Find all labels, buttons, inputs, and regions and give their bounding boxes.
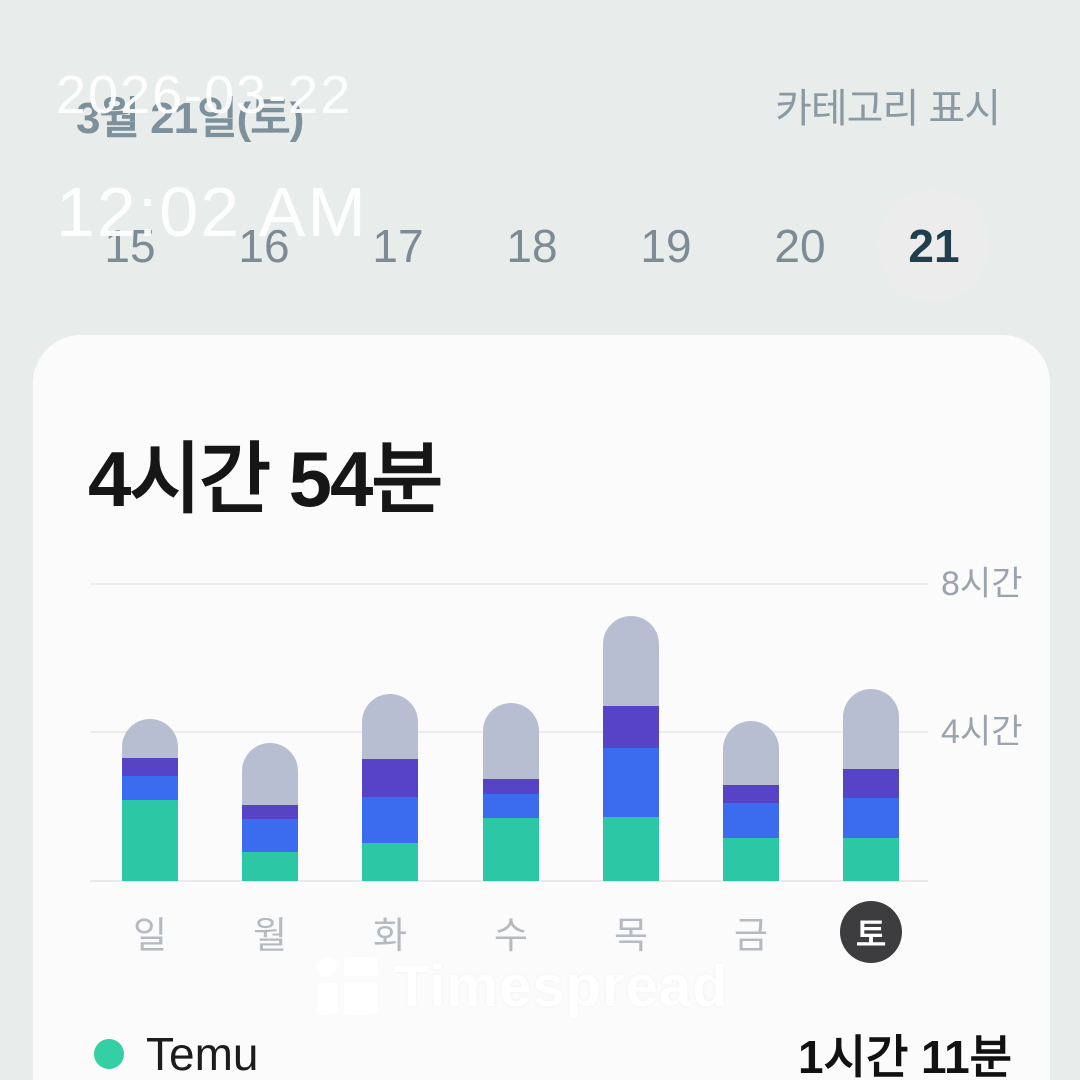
date-chip-19: 19	[640, 220, 692, 272]
day-label-thu[interactable]: 목	[613, 915, 649, 956]
legend-app-name: Temu	[146, 1028, 259, 1080]
date-chip-16: 16	[238, 220, 290, 272]
bar-mon-temu-segment	[242, 852, 298, 881]
date-chip-15: 15	[104, 220, 156, 272]
bar-thu-others-segment	[603, 616, 659, 706]
bar-tue-app-blue-segment	[362, 797, 418, 843]
overlay-timestamp-date: 2026-03-22	[56, 65, 353, 125]
bar-thu-app-blue-segment	[603, 748, 659, 817]
date-chip-21: 21	[878, 190, 990, 302]
legend-row-temu[interactable]: Temu 1시간 11분	[94, 1028, 1012, 1080]
bar-sun-temu-segment	[122, 800, 178, 881]
date-18[interactable]: 18	[465, 190, 599, 302]
bar-sun-others-segment	[122, 719, 178, 758]
bar-sat-app-blue-segment	[843, 798, 899, 838]
bar-tue[interactable]	[362, 694, 418, 881]
bar-wed[interactable]	[483, 703, 539, 881]
week-date-strip: 15 16 17 18 19 20 21	[63, 190, 1001, 302]
date-21[interactable]: 21	[867, 190, 1001, 302]
day-label-tue[interactable]: 화	[372, 915, 408, 956]
watermark-text: Timespread	[394, 953, 729, 1019]
bar-fri-app-purple-segment	[723, 785, 779, 803]
date-19[interactable]: 19	[599, 190, 733, 302]
date-chip-17: 17	[372, 220, 424, 272]
category-display-toggle[interactable]: 카테고리 표시	[775, 76, 1001, 134]
bar-sun-app-blue-segment	[122, 776, 178, 800]
bar-wed-others-segment	[483, 703, 539, 779]
bar-mon-app-purple-segment	[242, 805, 298, 819]
bar-fri-temu-segment	[723, 838, 779, 881]
bar-wed-app-blue-segment	[483, 794, 539, 818]
date-16[interactable]: 16	[197, 190, 331, 302]
total-usage-duration: 4시간 54분	[88, 435, 443, 523]
date-chip-18: 18	[506, 220, 558, 272]
header-date-label: 3월 21일(토)	[76, 94, 304, 143]
bar-fri-app-blue-segment	[723, 803, 779, 838]
bar-mon-others-segment	[242, 743, 298, 805]
bar-thu[interactable]	[603, 616, 659, 881]
date-20[interactable]: 20	[733, 190, 867, 302]
y-axis-label-4h: 4시간	[941, 713, 1023, 751]
gridline-8h	[90, 583, 928, 585]
bar-sat-app-purple-segment	[843, 769, 899, 798]
x-axis-baseline	[90, 880, 928, 882]
app-usage-legend: Temu 1시간 11분	[94, 1028, 1012, 1080]
watermark: Timespread	[316, 953, 729, 1019]
bar-tue-others-segment	[362, 694, 418, 759]
bar-tue-temu-segment	[362, 843, 418, 881]
y-axis-label-8h: 8시간	[941, 565, 1023, 603]
bar-sat-temu-segment	[843, 838, 899, 881]
legend-dot-temu	[94, 1039, 124, 1069]
bar-tue-app-purple-segment	[362, 759, 418, 797]
bar-mon[interactable]	[242, 743, 298, 881]
bar-mon-app-blue-segment	[242, 819, 298, 852]
date-chip-20: 20	[774, 220, 826, 272]
bar-thu-temu-segment	[603, 817, 659, 881]
bar-sun[interactable]	[122, 719, 178, 881]
bar-wed-temu-segment	[483, 818, 539, 881]
bar-fri[interactable]	[723, 721, 779, 881]
bar-sat[interactable]	[843, 689, 899, 881]
bar-thu-app-purple-segment	[603, 706, 659, 748]
overlay-timestamp-time: 12:02 AM	[56, 173, 368, 251]
date-15[interactable]: 15	[63, 190, 197, 302]
day-label-sun[interactable]: 일	[132, 915, 168, 956]
bar-sun-app-purple-segment	[122, 758, 178, 776]
date-17[interactable]: 17	[331, 190, 465, 302]
day-label-sat[interactable]: 토	[840, 901, 902, 963]
day-label-fri[interactable]: 금	[733, 915, 769, 956]
day-label-wed[interactable]: 수	[493, 915, 529, 956]
day-label-mon[interactable]: 월	[252, 915, 288, 956]
legend-app-duration: 1시간 11분	[798, 1031, 1012, 1080]
timespread-logo-icon	[316, 955, 378, 1017]
bar-sat-others-segment	[843, 689, 899, 769]
bar-wed-app-purple-segment	[483, 779, 539, 794]
bar-fri-others-segment	[723, 721, 779, 785]
